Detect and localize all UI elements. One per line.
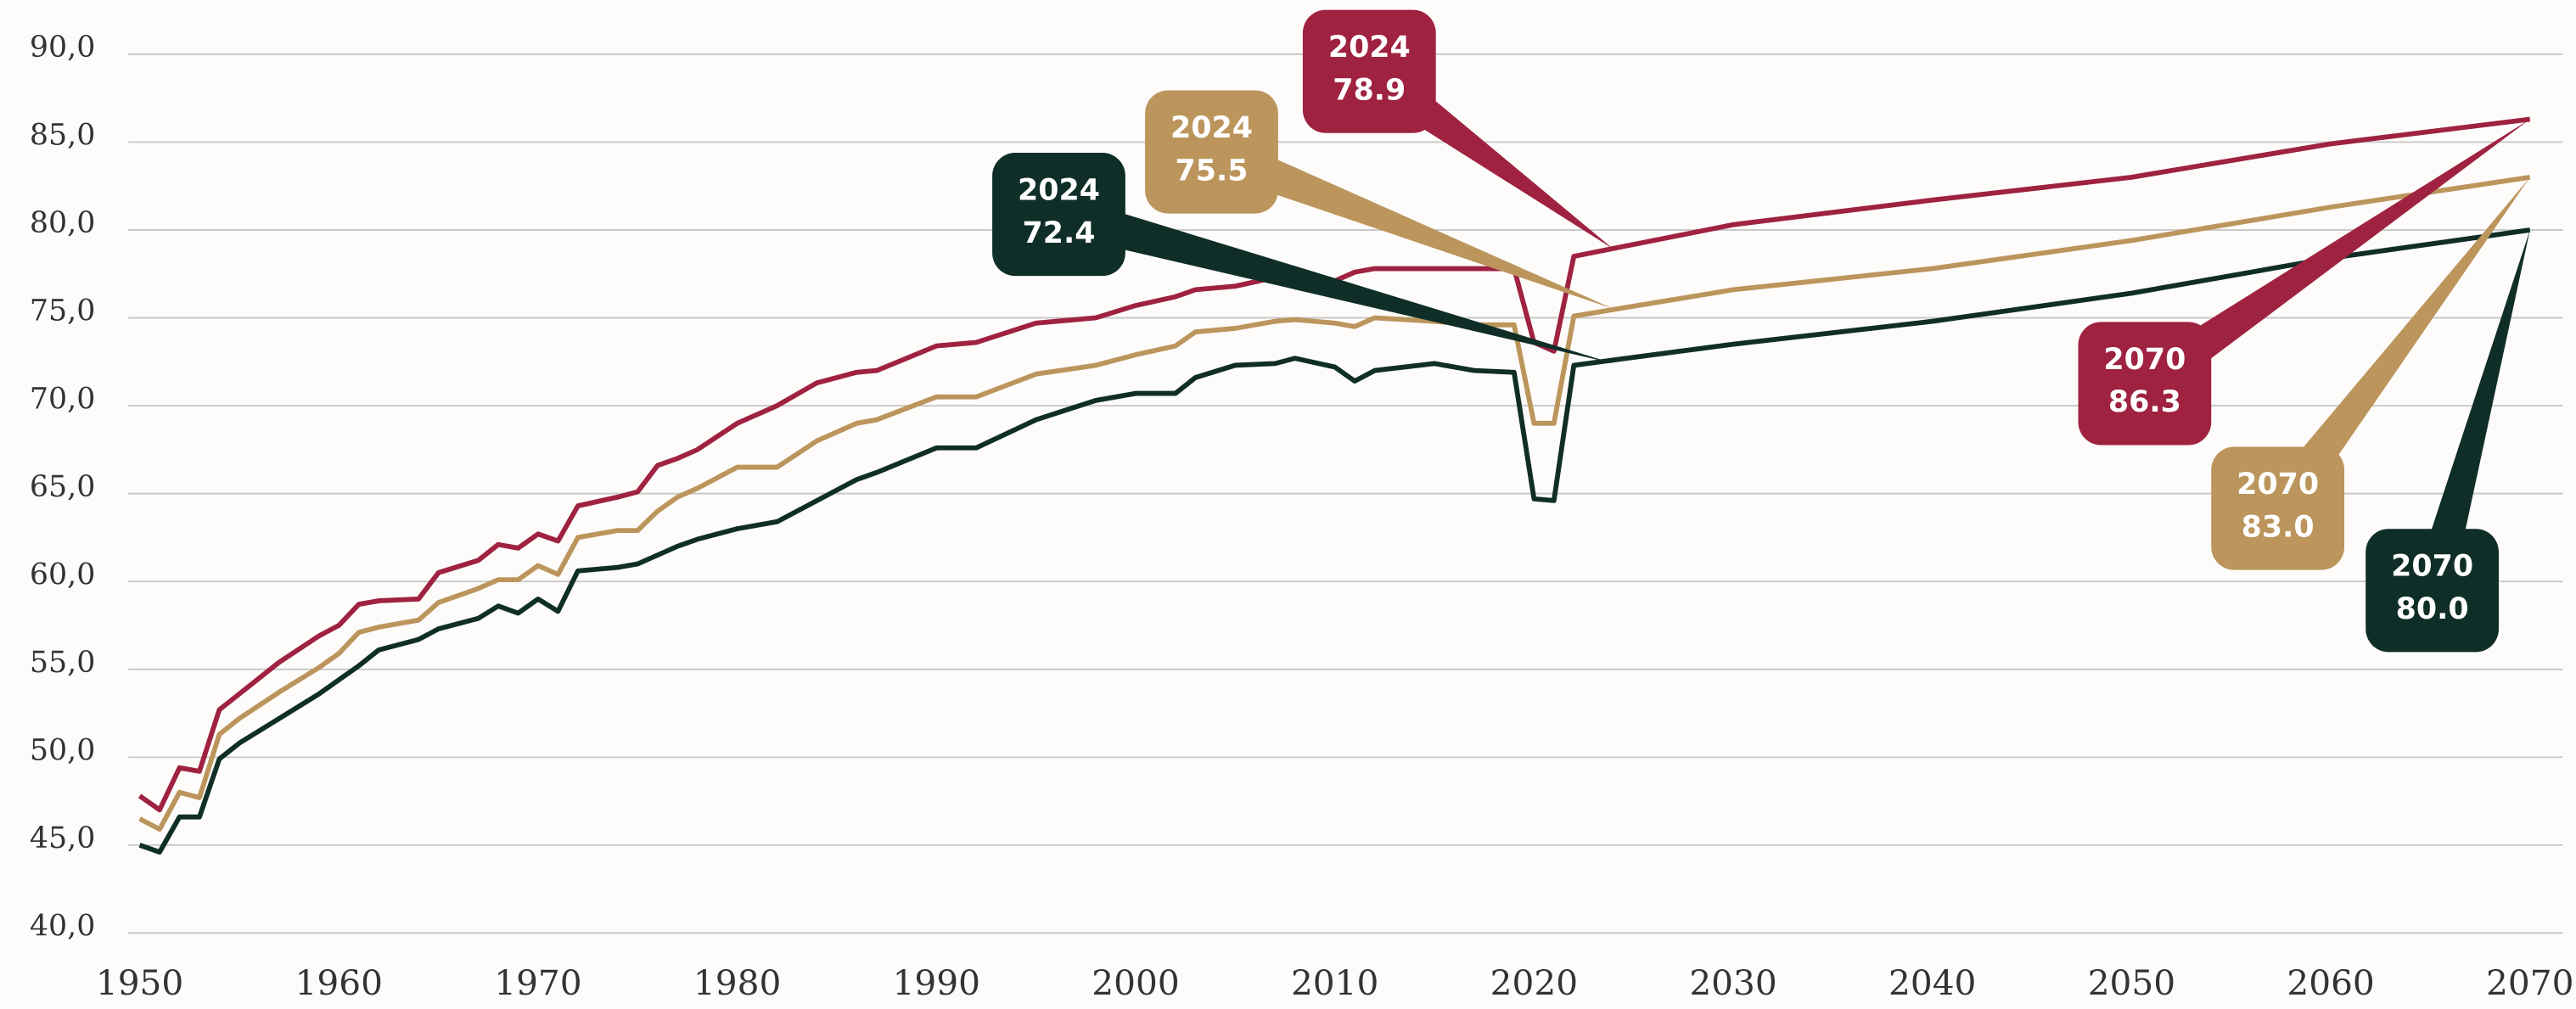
callout-pointer bbox=[1053, 195, 1614, 364]
x-tick-label: 2050 bbox=[2088, 962, 2175, 1003]
callout-year: 2024 bbox=[1018, 173, 1100, 207]
callout-year: 2024 bbox=[1170, 111, 1253, 145]
x-tick-label: 1960 bbox=[295, 962, 383, 1003]
y-tick-label: 50,0 bbox=[30, 733, 96, 767]
x-tick-label: 2040 bbox=[1889, 962, 1976, 1003]
x-tick-label: 2000 bbox=[1092, 962, 1179, 1003]
y-tick-label: 75,0 bbox=[30, 294, 96, 328]
y-tick-label: 55,0 bbox=[30, 646, 96, 680]
callout-box bbox=[1145, 90, 1278, 214]
y-tick-label: 45,0 bbox=[30, 821, 96, 855]
callout-value: 80.0 bbox=[2396, 592, 2469, 626]
series-line bbox=[137, 116, 2531, 813]
x-tick-label: 1980 bbox=[693, 962, 781, 1003]
y-tick-label: 85,0 bbox=[30, 119, 96, 153]
x-tick-label: 2020 bbox=[1490, 962, 1578, 1003]
callout-box bbox=[2211, 446, 2345, 570]
callout-year: 2024 bbox=[1328, 31, 1411, 64]
callout-box bbox=[2078, 322, 2212, 446]
callout-pointer bbox=[2133, 119, 2530, 401]
callout-value: 72.4 bbox=[1023, 216, 1096, 250]
x-tick-label: 2070 bbox=[2486, 962, 2573, 1003]
x-tick-label: 1950 bbox=[96, 962, 183, 1003]
callout-box bbox=[1302, 9, 1436, 133]
callout-year: 2070 bbox=[2236, 468, 2319, 502]
y-tick-label: 65,0 bbox=[30, 470, 96, 504]
callout-pointer bbox=[2413, 229, 2530, 596]
x-tick-label: 1990 bbox=[893, 962, 980, 1003]
y-tick-label: 70,0 bbox=[30, 382, 96, 416]
callout-pointer bbox=[2262, 177, 2530, 521]
x-tick-label: 2060 bbox=[2287, 962, 2374, 1003]
series-line bbox=[138, 174, 2531, 832]
callout-box bbox=[2366, 529, 2499, 653]
y-tick-label: 80,0 bbox=[30, 206, 96, 240]
y-tick-label: 90,0 bbox=[30, 31, 96, 64]
y-tick-label: 40,0 bbox=[30, 910, 96, 944]
callout-value: 86.3 bbox=[2108, 385, 2181, 419]
callout-value: 83.0 bbox=[2242, 510, 2315, 544]
y-tick-label: 60,0 bbox=[30, 558, 96, 591]
callout-value: 75.5 bbox=[1176, 154, 1249, 188]
callout-box bbox=[992, 153, 1125, 277]
callout-value: 78.9 bbox=[1333, 73, 1406, 107]
x-tick-label: 2030 bbox=[1689, 962, 1776, 1003]
callout-year: 2070 bbox=[2391, 550, 2473, 584]
callout-pointer bbox=[1204, 133, 1614, 310]
series-line bbox=[138, 227, 2531, 855]
callout-year: 2070 bbox=[2103, 343, 2186, 377]
x-tick-label: 1970 bbox=[494, 962, 581, 1003]
x-tick-label: 2010 bbox=[1291, 962, 1378, 1003]
